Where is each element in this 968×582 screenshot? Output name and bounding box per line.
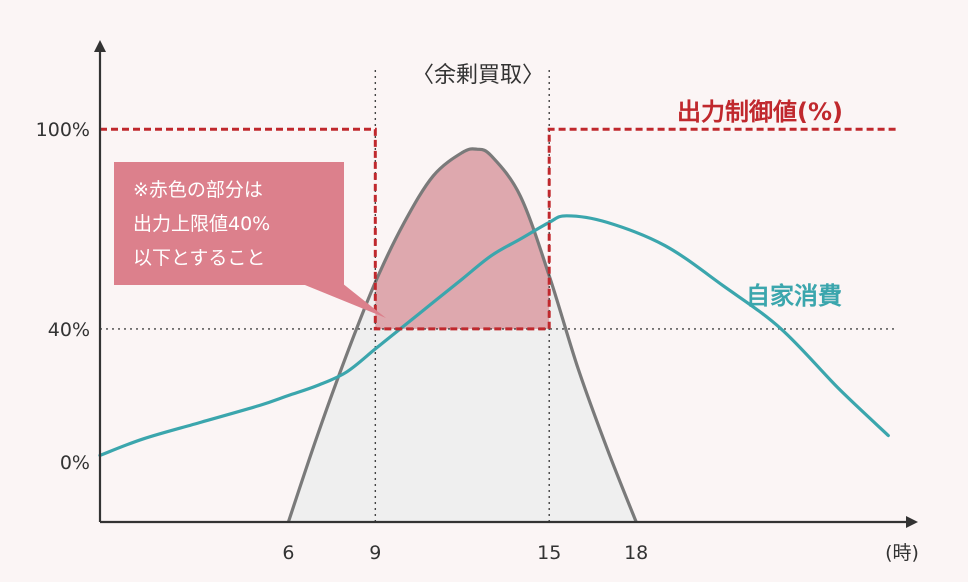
output-limit-line [100, 127, 897, 331]
legend-self-consumption: 自家消費 [746, 282, 842, 310]
note-callout-pointer [300, 283, 386, 318]
y-axis-arrow [94, 40, 106, 52]
surplus-area [375, 148, 550, 329]
x-tick-9: 9 [369, 542, 381, 564]
generation-area [288, 148, 637, 523]
note-callout: ※赤色の部分は 出力上限値40% 以下とすること [114, 162, 386, 318]
x-tick-15: 15 [537, 542, 561, 564]
period-label: 〈余剰買取〉 [412, 63, 544, 88]
axes [94, 40, 918, 528]
y-tick-0: 0% [60, 452, 90, 474]
y-tick-40: 40% [48, 319, 90, 341]
note-callout-box [114, 162, 344, 285]
legend-output-limit: 出力制御値(%) [677, 98, 843, 126]
consumption-line [98, 214, 890, 457]
x-tick-labels: 6 9 15 18 [282, 542, 648, 564]
y-tick-labels: 100% 40% 0% [36, 119, 90, 474]
x-tick-6: 6 [282, 542, 294, 564]
x-unit-label: (時) [885, 542, 919, 564]
generation-line [286, 147, 638, 523]
note-line-2: 出力上限値40% [133, 213, 270, 235]
x-tick-18: 18 [624, 542, 648, 564]
note-line-3: 以下とすること [133, 247, 265, 269]
note-line-1: ※赤色の部分は [133, 179, 263, 201]
x-axis-arrow [906, 516, 918, 528]
y-tick-100: 100% [36, 119, 90, 141]
